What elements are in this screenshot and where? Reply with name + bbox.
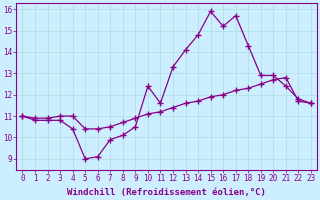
X-axis label: Windchill (Refroidissement éolien,°C): Windchill (Refroidissement éolien,°C) <box>67 188 266 197</box>
